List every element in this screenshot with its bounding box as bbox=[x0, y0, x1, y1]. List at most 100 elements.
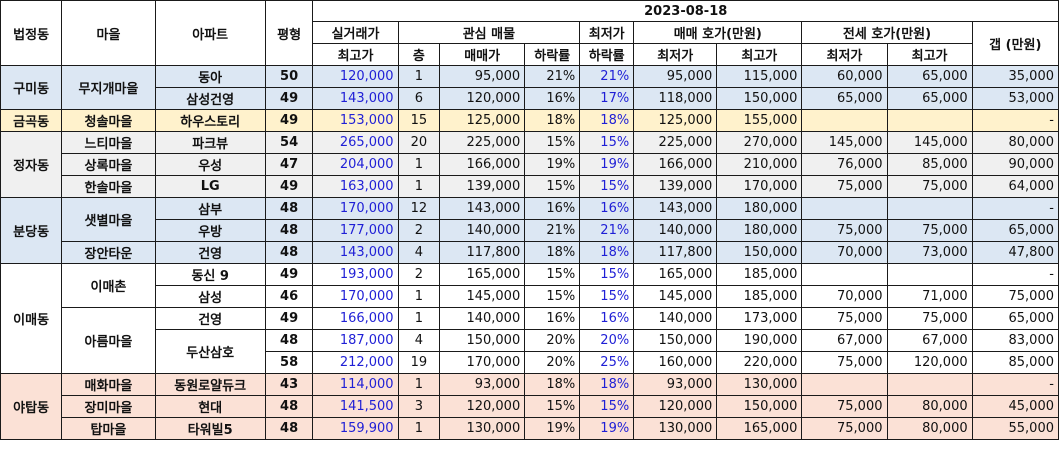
jeonse-min-cell: 70,000 bbox=[801, 285, 888, 308]
apt-cell: 파크뷰 bbox=[154, 131, 266, 154]
size-cell: 48 bbox=[264, 197, 314, 220]
gap-cell: 64,000 bbox=[971, 175, 1059, 198]
min-drop-cell: 15% bbox=[579, 395, 635, 418]
sale-price-cell: 150,000 bbox=[439, 329, 526, 352]
jeonse-min-cell: 75,000 bbox=[801, 307, 888, 330]
apt-cell: LG bbox=[154, 175, 266, 198]
drop-rate-cell: 20% bbox=[524, 351, 581, 374]
real-trade-cell: 170,000 bbox=[312, 197, 399, 220]
sale-price-cell: 117,800 bbox=[439, 241, 526, 264]
dong-cell: 분당동 bbox=[0, 197, 63, 264]
floor-cell: 2 bbox=[397, 263, 441, 286]
header-min: 최저가 bbox=[579, 21, 635, 44]
drop-rate-cell: 15% bbox=[524, 175, 581, 198]
min-drop-cell: 18% bbox=[579, 109, 635, 132]
apt-cell: 하우스토리 bbox=[154, 109, 266, 132]
sale-max-cell: 270,000 bbox=[716, 131, 803, 154]
jeonse-min-cell: 75,000 bbox=[801, 351, 888, 374]
sale-min-cell: 166,000 bbox=[633, 153, 718, 176]
table-row: 상록마을 우성 47 204,000 1 166,000 19% 19% 166… bbox=[1, 153, 1059, 176]
sale-max-cell: 115,000 bbox=[716, 65, 803, 88]
village-cell: 매화마을 bbox=[61, 373, 156, 396]
header-floor: 층 bbox=[397, 43, 441, 66]
sale-max-cell: 130,000 bbox=[716, 373, 803, 396]
drop-rate-cell: 19% bbox=[524, 417, 581, 440]
table-row: 58 212,000 19 170,000 20% 25% 160,000 22… bbox=[1, 351, 1059, 374]
header-jeonse-ask: 전세 호가(만원) bbox=[801, 21, 973, 44]
village-cell: 장미마을 bbox=[61, 395, 156, 418]
jeonse-max-cell: 80,000 bbox=[886, 395, 973, 418]
sale-max-cell: 173,000 bbox=[716, 307, 803, 330]
gap-cell: - bbox=[971, 197, 1059, 220]
table-row: 탑마을 타워빌5 48 159,900 1 130,000 19% 19% 13… bbox=[1, 417, 1059, 440]
size-cell: 48 bbox=[264, 417, 314, 440]
real-trade-cell: 265,000 bbox=[312, 131, 399, 154]
jeonse-min-cell: 76,000 bbox=[801, 153, 888, 176]
sale-min-cell: 139,000 bbox=[633, 175, 718, 198]
floor-cell: 3 bbox=[397, 395, 441, 418]
table-row: 우방 48 177,000 2 140,000 21% 21% 140,000 … bbox=[1, 219, 1059, 242]
drop-rate-cell: 15% bbox=[524, 131, 581, 154]
dong-cell: 야탑동 bbox=[0, 373, 63, 440]
drop-rate-cell: 16% bbox=[524, 197, 581, 220]
table-row: 금곡동 청솔마을 하우스토리 49 153,000 15 125,000 18%… bbox=[0, 109, 1059, 132]
jeonse-max-cell: 65,000 bbox=[886, 87, 973, 110]
jeonse-max-cell: 85,000 bbox=[886, 153, 973, 176]
sale-price-cell: 165,000 bbox=[439, 263, 526, 286]
floor-cell: 20 bbox=[397, 131, 441, 154]
sale-price-cell: 140,000 bbox=[439, 307, 526, 330]
real-trade-cell: 170,000 bbox=[312, 285, 399, 308]
jeonse-max-cell: 80,000 bbox=[886, 417, 973, 440]
size-cell: 49 bbox=[264, 175, 314, 198]
real-trade-cell: 204,000 bbox=[312, 153, 399, 176]
gap-cell: - bbox=[971, 263, 1059, 286]
min-drop-cell: 15% bbox=[579, 285, 635, 308]
real-trade-cell: 177,000 bbox=[312, 219, 399, 242]
dong-cell: 구미동 bbox=[0, 65, 63, 110]
real-trade-cell: 153,000 bbox=[312, 109, 399, 132]
header-sale-price: 매매가 bbox=[439, 43, 526, 66]
jeonse-max-cell: 75,000 bbox=[886, 175, 973, 198]
sale-price-cell: 225,000 bbox=[439, 131, 526, 154]
jeonse-min-cell: 75,000 bbox=[801, 219, 888, 242]
floor-cell: 1 bbox=[397, 417, 441, 440]
header-jeonse-min: 최저가 bbox=[801, 43, 888, 66]
table-row: 이매동 이매촌 동신 9 49 193,000 2 165,000 15% 15… bbox=[0, 263, 1059, 374]
gap-cell: 80,000 bbox=[971, 131, 1059, 154]
table-row: 장미마을 현대 48 141,500 3 120,000 15% 15% 120… bbox=[1, 395, 1059, 418]
sale-price-cell: 125,000 bbox=[439, 109, 526, 132]
village-cell: 아름마을 bbox=[61, 307, 156, 374]
apt-cell: 동신 9 bbox=[154, 263, 266, 286]
header-village: 마을 bbox=[61, 0, 156, 66]
gap-cell: 75,000 bbox=[971, 285, 1059, 308]
sale-max-cell: 210,000 bbox=[716, 153, 803, 176]
village-cell: 장안타운 bbox=[61, 241, 156, 264]
apt-cell: 두산삼호 bbox=[154, 329, 266, 374]
sale-min-cell: 93,000 bbox=[633, 373, 718, 396]
jeonse-max-cell: 120,000 bbox=[886, 351, 973, 374]
floor-cell: 19 bbox=[397, 351, 441, 374]
sale-max-cell: 180,000 bbox=[716, 197, 803, 220]
header-sale-max: 최고가 bbox=[716, 43, 803, 66]
sale-price-cell: 139,000 bbox=[439, 175, 526, 198]
apt-cell: 삼성건영 bbox=[154, 87, 266, 110]
sale-price-cell: 166,000 bbox=[439, 153, 526, 176]
sale-price-cell: 95,000 bbox=[439, 65, 526, 88]
table-row: 장안타운 건영 48 143,000 4 117,800 18% 18% 117… bbox=[1, 241, 1059, 264]
gap-cell: 47,800 bbox=[971, 241, 1059, 264]
apt-cell: 건영 bbox=[154, 241, 266, 264]
gap-cell: 90,000 bbox=[971, 153, 1059, 176]
sale-min-cell: 143,000 bbox=[633, 197, 718, 220]
jeonse-max-cell: 75,000 bbox=[886, 307, 973, 330]
sale-min-cell: 117,800 bbox=[633, 241, 718, 264]
real-trade-cell: 193,000 bbox=[312, 263, 399, 286]
gap-cell: 85,000 bbox=[971, 351, 1059, 374]
village-cell: 상록마을 bbox=[61, 153, 156, 176]
jeonse-min-cell bbox=[801, 109, 888, 132]
sale-price-cell: 120,000 bbox=[439, 87, 526, 110]
header-jeonse-max: 최고가 bbox=[886, 43, 973, 66]
sale-min-cell: 125,000 bbox=[633, 109, 718, 132]
jeonse-max-cell: 71,000 bbox=[886, 285, 973, 308]
floor-cell: 1 bbox=[397, 153, 441, 176]
drop-rate-cell: 18% bbox=[524, 109, 581, 132]
